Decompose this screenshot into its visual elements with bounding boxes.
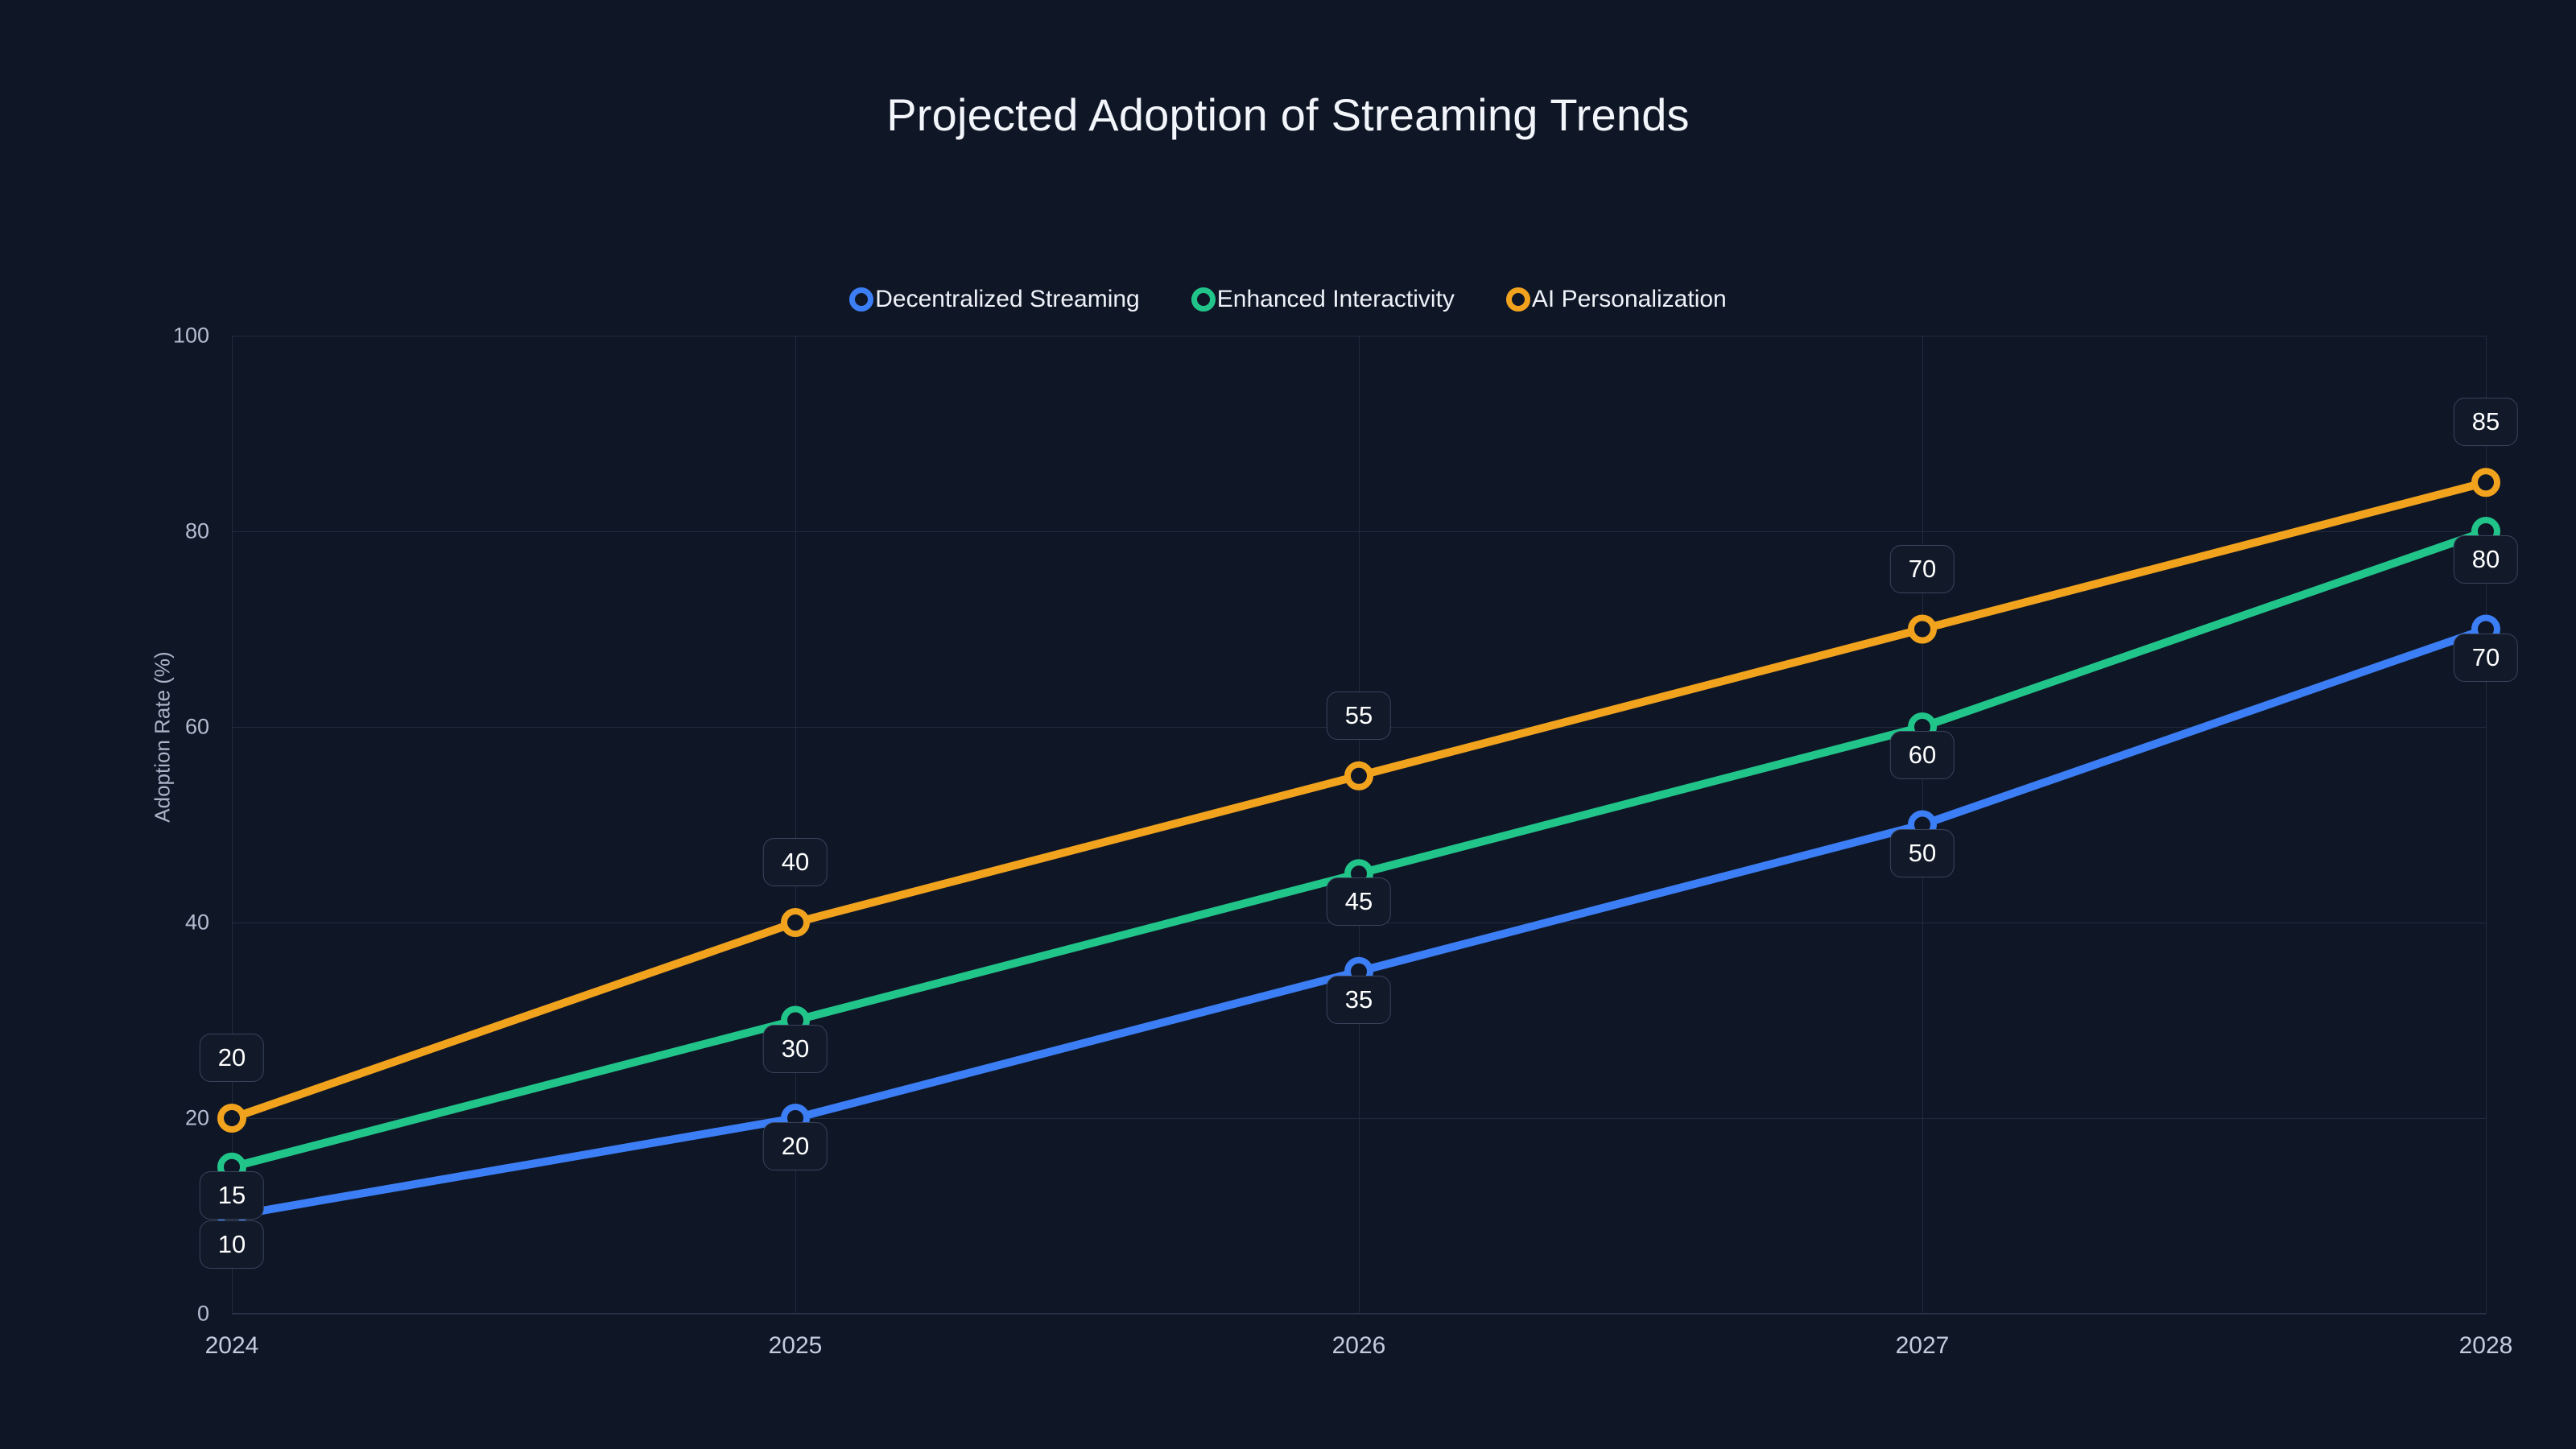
data-label: 70 xyxy=(2453,633,2519,682)
chart-title: Projected Adoption of Streaming Trends xyxy=(886,89,1690,140)
data-label: 45 xyxy=(1326,877,1392,927)
x-tick-label: 2025 xyxy=(768,1332,823,1359)
data-label: 35 xyxy=(1326,975,1392,1024)
data-label: 80 xyxy=(2453,535,2519,584)
legend-label: Decentralized Streaming xyxy=(875,286,1140,312)
legend-marker-icon xyxy=(1191,287,1216,312)
legend-label: Enhanced Interactivity xyxy=(1216,286,1455,312)
data-label: 50 xyxy=(1889,828,1955,877)
y-tick-label: 80 xyxy=(184,518,209,543)
gridline-horizontal xyxy=(232,1314,2486,1315)
legend-label: AI Personalization xyxy=(1531,286,1727,312)
legend-marker-icon xyxy=(1505,287,1530,312)
x-tick-label: 2026 xyxy=(1331,1332,1386,1359)
x-tick-label: 2027 xyxy=(1895,1332,1950,1359)
y-tick-label: 100 xyxy=(172,323,209,348)
x-tick-label: 2028 xyxy=(2458,1332,2513,1359)
data-label: 60 xyxy=(1889,731,1955,779)
gridline-vertical xyxy=(1359,336,1360,1314)
y-tick-label: 0 xyxy=(196,1301,209,1326)
gridline-vertical xyxy=(2486,336,2487,1314)
gridline-vertical xyxy=(1922,336,1923,1314)
gridline-vertical xyxy=(232,336,233,1314)
data-label: 30 xyxy=(762,1024,828,1073)
data-label: 40 xyxy=(762,838,828,886)
y-tick-label: 20 xyxy=(184,1105,209,1130)
data-label: 55 xyxy=(1326,691,1392,740)
plot-area xyxy=(232,336,2487,1315)
data-label: 85 xyxy=(2453,398,2519,447)
chart-legend: Decentralized Streaming Enhanced Interact… xyxy=(0,286,2576,313)
data-label: 20 xyxy=(199,1034,265,1082)
data-label: 15 xyxy=(199,1170,265,1220)
y-tick-label: 60 xyxy=(184,714,209,739)
legend-marker-icon xyxy=(849,287,874,312)
legend-item-3[interactable]: AI Personalization xyxy=(1505,286,1727,313)
data-label: 70 xyxy=(1889,544,1955,593)
x-tick-label: 2024 xyxy=(204,1332,259,1359)
data-label: 10 xyxy=(199,1220,265,1269)
y-tick-label: 40 xyxy=(184,910,209,935)
y-axis-title: Adoption Rate (%) xyxy=(150,651,175,823)
data-label: 20 xyxy=(762,1122,828,1170)
legend-item-2[interactable]: Enhanced Interactivity xyxy=(1191,286,1455,313)
legend-item-1[interactable]: Decentralized Streaming xyxy=(849,286,1140,313)
